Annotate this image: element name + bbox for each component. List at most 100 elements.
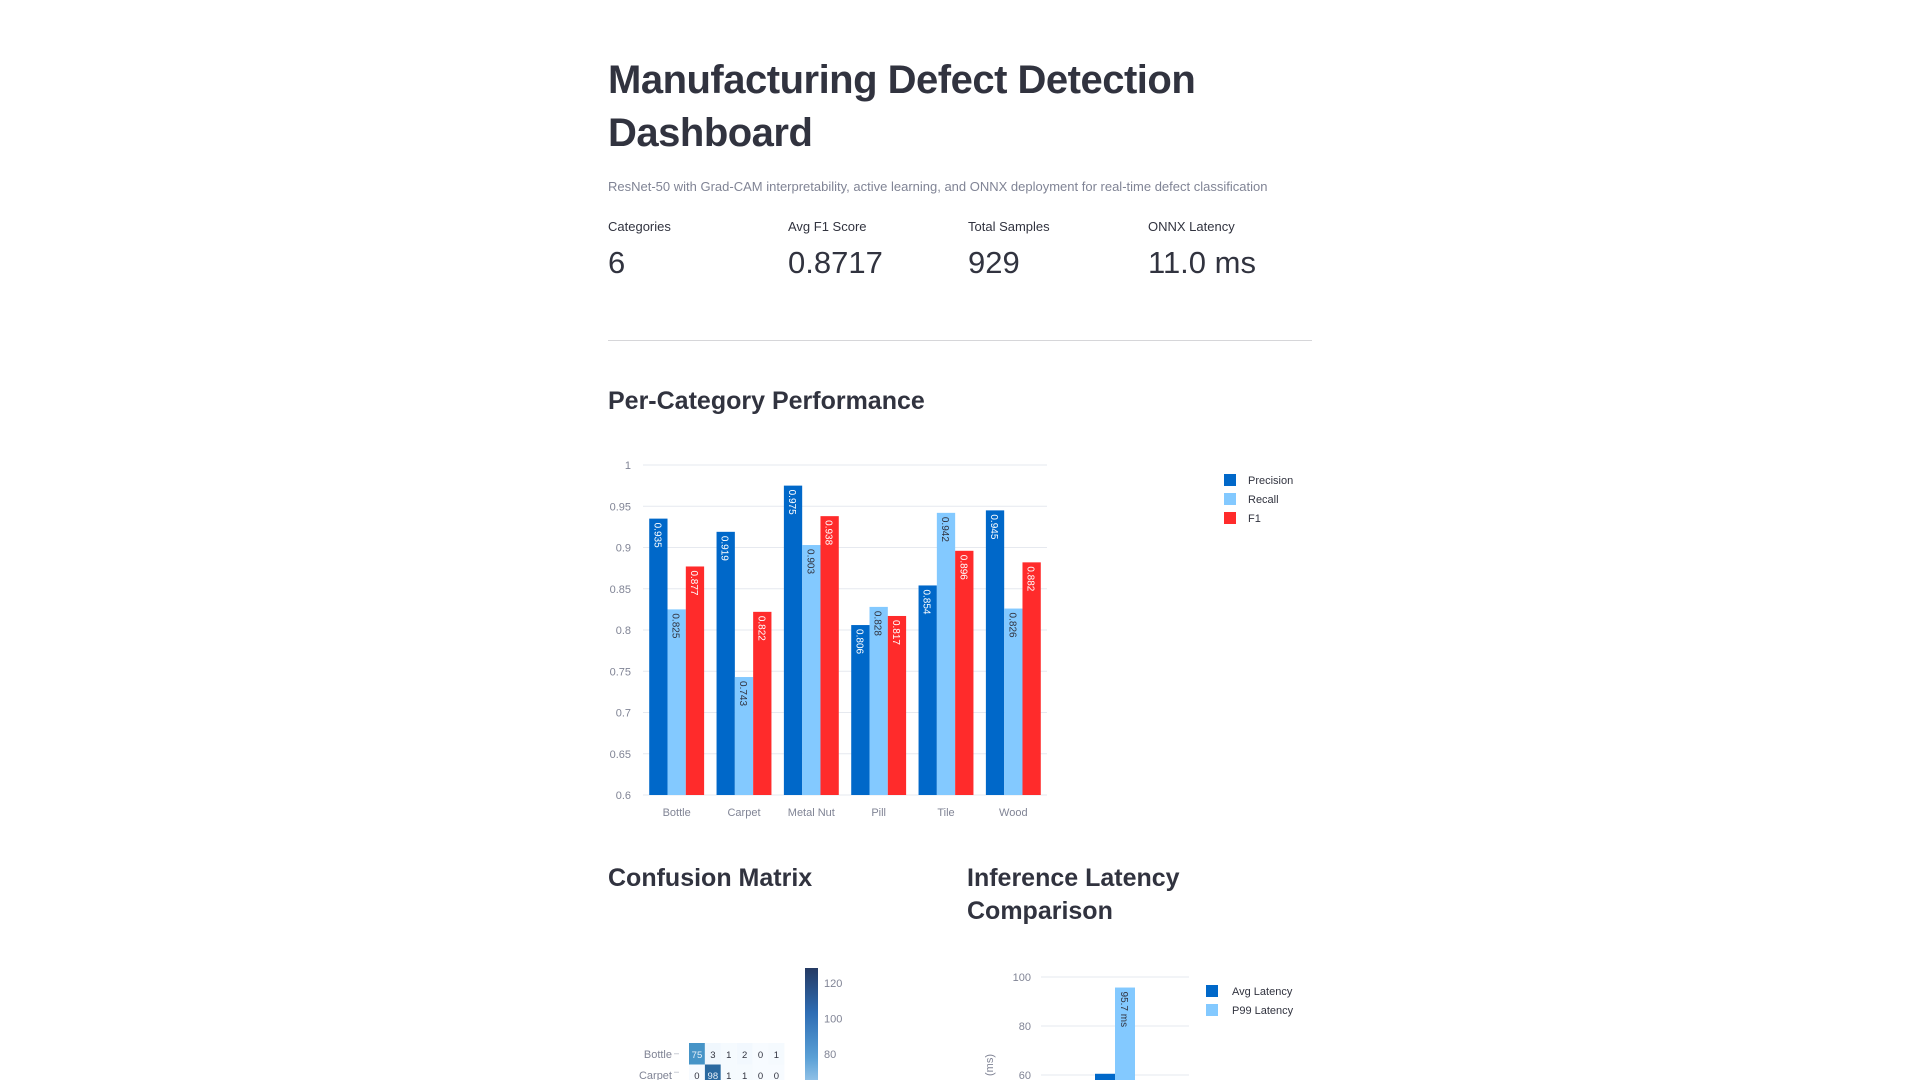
- bar-avg-latency: [1095, 1073, 1115, 1080]
- heatmap-cell: [704, 1043, 721, 1065]
- bar-f1: [887, 615, 907, 795]
- colorbar-tick-label: 120: [824, 978, 842, 990]
- y-tick-label: 0.85: [610, 584, 631, 596]
- metric-label-categories: Categories: [608, 219, 671, 234]
- heatmap-cell-value: 0: [774, 1071, 779, 1080]
- bar-f1: [820, 516, 839, 795]
- bar-f1: [685, 566, 705, 795]
- bar-value-label: 0.919: [719, 536, 730, 561]
- bar-precision: [783, 485, 803, 795]
- legend-label: Recall: [1248, 494, 1279, 506]
- section-title-latency: Inference Latency Comparison: [967, 864, 1180, 925]
- y-tick-label: 100: [1013, 972, 1031, 984]
- heatmap-cell: [768, 1043, 785, 1065]
- bar-value-label: 0.975: [786, 490, 797, 515]
- y-tick-label: 0.7: [616, 708, 631, 720]
- colorbar-tick-label: 80: [824, 1049, 836, 1061]
- heatmap-cell: [704, 1064, 721, 1080]
- metric-value-total-samples: 929: [968, 245, 1020, 280]
- x-tick-label: Tile: [937, 807, 954, 819]
- heatmap-cell: [689, 1043, 705, 1065]
- heatmap-cell-value: 1: [726, 1050, 731, 1061]
- x-tick-label: Metal Nut: [788, 807, 835, 819]
- bar-recall: [869, 606, 888, 795]
- heatmap-cell-value: 0: [694, 1071, 699, 1080]
- legend-swatch: [1206, 1004, 1218, 1016]
- bar-value-label: 95.7 ms: [1118, 992, 1129, 1028]
- legend-swatch: [1206, 985, 1218, 997]
- x-tick-label: Carpet: [727, 807, 760, 819]
- bar-value-label: 0.877: [688, 570, 699, 595]
- y-tick-label: 0.65: [610, 749, 631, 761]
- page-title: Manufacturing Defect Detection Dashboard: [608, 58, 1196, 155]
- bar-value-label: 0.828: [872, 611, 883, 636]
- section-title-confusion: Confusion Matrix: [608, 864, 813, 892]
- heatmap-cell: [689, 1064, 705, 1080]
- heatmap-cell-value: 75: [692, 1050, 703, 1061]
- colorbar: [805, 968, 818, 1080]
- x-tick-label: Bottle: [663, 807, 691, 819]
- metric-value-categories: 6: [608, 245, 626, 280]
- y-tick-label: 60: [1019, 1070, 1031, 1080]
- bar-value-label: 0.854: [921, 589, 932, 614]
- heatmap-cell: [752, 1043, 769, 1065]
- bar-value-label: 0.942: [939, 517, 950, 542]
- legend-label: F1: [1248, 513, 1261, 525]
- x-tick-label: Pill: [871, 807, 886, 819]
- heatmap-cell: [720, 1043, 737, 1065]
- section-title-performance: Per-Category Performance: [608, 387, 925, 415]
- heatmap-cell-value: 1: [774, 1050, 779, 1061]
- colorbar-tick-label: 100: [824, 1014, 842, 1026]
- legend-label: P99 Latency: [1232, 1005, 1294, 1017]
- metric-value-onnx-latency: 11.0 ms: [1148, 245, 1256, 280]
- metric-label-total-samples: Total Samples: [968, 219, 1050, 234]
- metric-value-avg-f1: 0.8717: [788, 245, 883, 280]
- x-tick-label: Wood: [999, 807, 1028, 819]
- bar-precision: [918, 585, 937, 795]
- bar-recall: [667, 609, 686, 795]
- bar-value-label: 0.743: [737, 681, 748, 706]
- heatmap-row-label: Carpet: [639, 1070, 672, 1080]
- heatmap-cell-value: 1: [742, 1071, 747, 1080]
- y-tick-label: 0.8: [616, 625, 631, 637]
- bar-value-label: 0.896: [957, 555, 968, 580]
- bar-value-label: 0.938: [823, 520, 834, 545]
- legend-label: Avg Latency: [1232, 986, 1293, 998]
- y-tick-label: 1: [625, 460, 631, 472]
- bar-f1: [1022, 562, 1041, 795]
- bar-value-label: 0.825: [670, 613, 681, 638]
- bar-value-label: 0.945: [988, 514, 999, 539]
- y-tick-label: 0.75: [610, 666, 631, 678]
- y-axis-label: (ms): [984, 1054, 996, 1076]
- legend-label: Precision: [1248, 475, 1293, 487]
- heatmap-cell-value: 2: [742, 1050, 747, 1061]
- bar-recall: [1004, 608, 1023, 795]
- bar-p99-latency: [1115, 987, 1135, 1080]
- bar-value-label: 0.903: [804, 549, 815, 574]
- heatmap-row-label: Bottle: [644, 1049, 672, 1061]
- metric-label-onnx-latency: ONNX Latency: [1148, 219, 1235, 234]
- bar-value-label: 0.822: [755, 616, 766, 641]
- y-tick-label: 0.6: [616, 790, 631, 802]
- legend-swatch-precision: [1224, 474, 1236, 486]
- heatmap-cell-value: 1: [726, 1071, 731, 1080]
- bar-recall: [802, 545, 821, 795]
- page-subtitle: ResNet-50 with Grad-CAM interpretability…: [608, 179, 1268, 194]
- bar-value-label: 0.806: [853, 629, 864, 654]
- heatmap-cell: [736, 1043, 753, 1065]
- heatmap-cell-value: 0: [758, 1050, 763, 1061]
- metric-label-avg-f1: Avg F1 Score: [788, 219, 867, 234]
- bar-f1: [955, 550, 974, 795]
- divider: [608, 340, 1312, 341]
- bar-recall: [734, 677, 754, 795]
- bar-value-label: 0.826: [1006, 613, 1017, 638]
- bar-value-label: 0.935: [651, 523, 662, 548]
- heatmap-cell-value: 98: [708, 1071, 719, 1080]
- heatmap-cell: [752, 1064, 769, 1080]
- bar-f1: [753, 611, 772, 795]
- bar-precision: [851, 625, 870, 795]
- heatmap-cell: [768, 1064, 785, 1080]
- heatmap-cell: [736, 1064, 753, 1080]
- heatmap-cell-value: 3: [710, 1050, 715, 1061]
- y-tick-label: 0.95: [610, 501, 631, 513]
